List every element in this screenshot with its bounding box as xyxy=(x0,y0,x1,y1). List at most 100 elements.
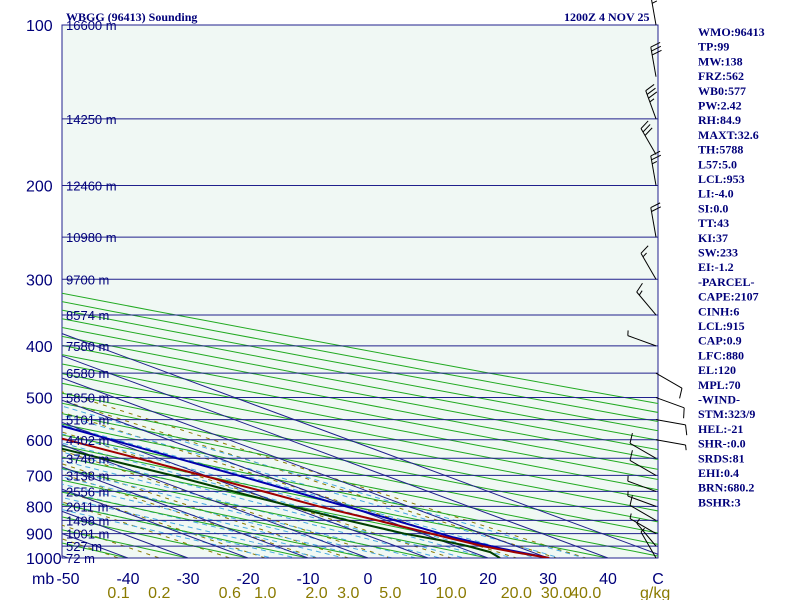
dry-adiabat-line xyxy=(62,363,658,480)
parcel-trace xyxy=(62,425,550,558)
temperature-tick-label: 10 xyxy=(419,571,437,588)
index-entry: SHR-:0.0 xyxy=(698,437,746,451)
wind-barbs xyxy=(627,0,688,559)
wind-barb-feather xyxy=(646,87,656,95)
mixing-ratio-tick-label: 0.1 xyxy=(107,585,129,600)
profiles xyxy=(62,425,550,558)
wind-barb xyxy=(645,84,658,120)
height-label: 3746 m xyxy=(66,451,109,466)
dry-adiabat-line xyxy=(62,335,658,451)
wind-barb-feather xyxy=(679,388,683,399)
index-entry: RH:84.9 xyxy=(698,113,741,127)
dry-adiabat-line xyxy=(62,503,311,558)
wind-barb xyxy=(627,330,657,347)
moist-adiabat-line xyxy=(62,405,586,558)
wind-barb-feather xyxy=(648,91,658,99)
isobars xyxy=(62,25,658,558)
height-label: 5850 m xyxy=(66,391,109,406)
mixing-ratio-unit: g/kg xyxy=(640,585,670,600)
wind-barb-staff xyxy=(650,155,657,186)
wind-barb-feather xyxy=(645,84,655,92)
temperature-tick-label: 40 xyxy=(599,571,617,588)
isotherm-line xyxy=(62,444,369,558)
height-label: 3138 m xyxy=(66,468,109,483)
wind-barb-staff xyxy=(629,442,657,459)
height-label: 7580 m xyxy=(66,339,109,354)
pressure-tick-label: 200 xyxy=(26,178,53,195)
isotherm-line xyxy=(62,466,309,558)
height-label: 16600 m xyxy=(66,18,117,33)
temperature-tick-label: C xyxy=(652,571,664,588)
isotherm-line xyxy=(62,421,429,558)
pressure-tick-label: 500 xyxy=(26,391,53,408)
wind-barb-staff xyxy=(636,522,657,547)
index-entry: BSHR:3 xyxy=(698,495,741,509)
wind-barb-staff xyxy=(640,531,657,559)
moist-adiabat-line xyxy=(62,414,562,558)
pressure-tick-label: 700 xyxy=(26,468,53,485)
pressure-tick-label: 800 xyxy=(26,499,53,516)
wind-barb xyxy=(629,433,657,459)
height-label: 4402 m xyxy=(66,433,109,448)
stability-indices-panel: WMO:96413TP:99MW:138FRZ:562WB0:577PW:2.4… xyxy=(698,25,765,509)
index-entry: MAXT:32.6 xyxy=(698,128,759,142)
mixing-ratio-tick-label: 2.0 xyxy=(305,585,327,600)
temperature-trace xyxy=(62,437,550,558)
index-entry: MPL:70 xyxy=(698,378,741,392)
height-label: 5101 m xyxy=(66,413,109,428)
wind-barb-feather xyxy=(683,407,685,419)
wind-barb xyxy=(629,513,657,535)
pressure-tick-label: 400 xyxy=(26,339,53,356)
index-entry: KI:37 xyxy=(698,231,728,245)
moist-adiabat-line xyxy=(62,509,275,558)
index-entry: EL:120 xyxy=(698,363,736,377)
index-entry: CAP:0.9 xyxy=(698,334,742,348)
wind-barb-half-feather xyxy=(649,98,655,103)
wind-barb-staff xyxy=(629,504,657,521)
index-entry: MW:138 xyxy=(698,54,743,68)
moist-adiabat-line xyxy=(62,442,490,558)
index-entry: BRN:680.2 xyxy=(698,481,754,495)
dry-adiabat-line xyxy=(62,456,551,558)
index-entry: LCL:953 xyxy=(698,172,745,186)
height-label: 8574 m xyxy=(66,308,109,323)
mixing-ratio-tick-label: 30.0 xyxy=(541,585,572,600)
index-entry: CAPE:2107 xyxy=(698,290,759,304)
index-entry: LCL:915 xyxy=(698,319,745,333)
temperature-tick-label: 0 xyxy=(364,571,373,588)
mixing-ratio-tick-label: 20.0 xyxy=(501,585,532,600)
wind-barb xyxy=(629,450,657,476)
temperature-tick-label: 30 xyxy=(539,571,557,588)
wind-barb-half-feather xyxy=(629,513,632,519)
height-label: 1498 m xyxy=(66,513,109,528)
height-label: 72 m xyxy=(66,551,95,566)
wind-barb-staff xyxy=(655,397,685,409)
wind-barb-feather xyxy=(636,283,643,293)
wind-barb xyxy=(655,397,685,419)
temperature-tick-label: -50 xyxy=(56,571,79,588)
wind-barb-staff xyxy=(655,419,686,426)
wind-barb-feather xyxy=(644,127,653,136)
wind-barb xyxy=(650,41,662,77)
wind-barb xyxy=(655,419,688,436)
temperature-tick-label: -40 xyxy=(116,571,139,588)
dewpoint-trace xyxy=(62,447,501,558)
isotherm-line xyxy=(62,333,658,555)
index-entry: EI:-1.2 xyxy=(698,260,734,274)
mixing-ratio-tick-label: 40.0 xyxy=(570,585,601,600)
index-entry: -WIND- xyxy=(698,393,740,407)
mixing-ratio-tick-label: 10.0 xyxy=(436,585,467,600)
moist-adiabat-line xyxy=(62,433,514,558)
height-label: 2556 m xyxy=(66,484,109,499)
index-entry: WMO:96413 xyxy=(698,25,765,39)
wind-barb-half-feather xyxy=(685,444,687,451)
dry-adiabat-line xyxy=(62,516,251,558)
moist-adiabat-line xyxy=(62,460,442,558)
index-entry: PW:2.42 xyxy=(698,99,742,113)
mixing-ratio-line xyxy=(62,431,453,558)
index-entry: L57:5.0 xyxy=(698,157,737,171)
mixing-ratio-line xyxy=(62,450,392,558)
dry-adiabat-line xyxy=(62,402,658,523)
